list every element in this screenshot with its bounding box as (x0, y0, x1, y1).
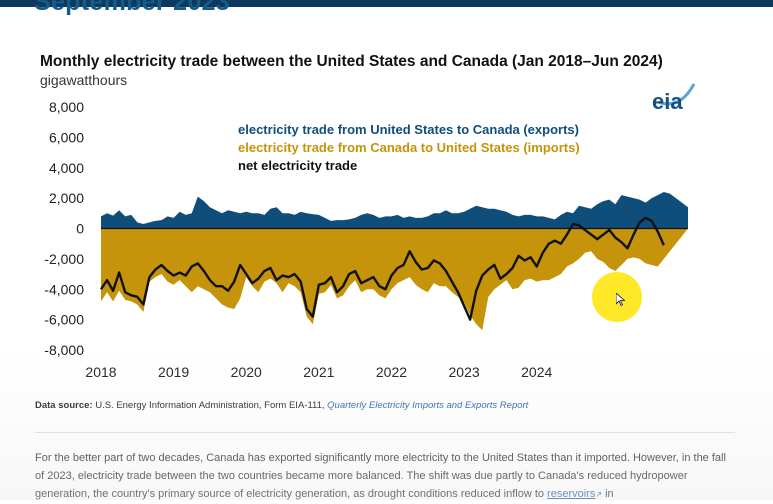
reservoirs-link[interactable]: reservoirs (547, 488, 596, 500)
article-paragraph: For the better part of two decades, Cana… (35, 449, 730, 504)
x-tick-label: 2022 (376, 364, 407, 380)
y-tick-label: 8,000 (49, 99, 84, 115)
legend-exports: electricity trade from United States to … (238, 122, 579, 137)
exports-area (101, 192, 688, 229)
data-source-text: U.S. Energy Information Administration, … (92, 400, 328, 411)
data-source-note: Data source: U.S. Energy Information Adm… (35, 400, 528, 411)
x-tick-label: 2019 (158, 364, 189, 380)
chart-unit-label: gigawatthours (40, 72, 128, 88)
legend-imports: electricity trade from Canada to United … (238, 140, 580, 155)
article-headline: September 2023 (34, 0, 230, 16)
external-link-icon: ↗ (595, 490, 603, 499)
mouse-cursor-icon (616, 293, 625, 306)
x-tick-label: 2020 (231, 364, 262, 380)
y-tick-label: 6,000 (49, 129, 84, 145)
x-tick-label: 2018 (85, 364, 116, 380)
y-tick-label: -2,000 (44, 251, 84, 267)
x-tick-label: 2023 (449, 364, 480, 380)
section-divider (35, 432, 735, 433)
net-trade-line (100, 216, 665, 321)
article-paragraph-tail: in (602, 488, 614, 500)
data-source-link[interactable]: Quarterly Electricity Imports and Export… (327, 400, 529, 411)
eia-logo-text: eia (652, 89, 683, 114)
y-tick-label: -4,000 (44, 281, 84, 297)
eia-logo: eia (652, 83, 696, 114)
legend-net: net electricity trade (238, 158, 358, 173)
data-source-label: Data source: (35, 400, 93, 411)
x-tick-label: 2024 (521, 364, 552, 380)
chart-legend: electricity trade from United States to … (238, 121, 580, 175)
y-tick-label: 0 (76, 221, 84, 237)
y-tick-label: 4,000 (49, 160, 84, 176)
top-bar (0, 0, 773, 7)
y-tick-label: 2,000 (49, 190, 84, 206)
trade-area-chart: 8,000 6,000 4,000 2,000 0 -2,000 -4,000 -6,000 -… (44, 99, 688, 380)
chart-title: Monthly electricity trade between the Un… (40, 53, 663, 70)
x-tick-label: 2021 (303, 364, 334, 380)
y-tick-label: -6,000 (44, 312, 84, 328)
article-paragraph-text: For the better part of two decades, Cana… (35, 452, 726, 500)
y-tick-label: -8,000 (44, 342, 84, 358)
